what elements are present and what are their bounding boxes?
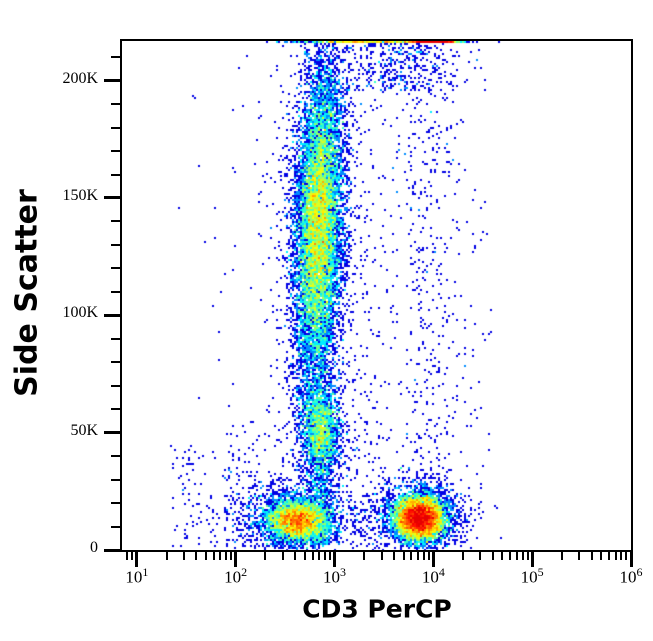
x-minor-tick xyxy=(328,552,331,560)
y-minor-tick xyxy=(111,455,120,458)
x-minor-tick xyxy=(625,552,628,560)
x-minor-tick xyxy=(303,552,306,560)
x-tick-label: 104 xyxy=(421,565,445,587)
x-minor-tick xyxy=(578,552,581,560)
x-minor-tick xyxy=(560,552,563,560)
x-minor-tick xyxy=(515,552,518,560)
y-minor-tick xyxy=(111,337,120,340)
x-minor-tick xyxy=(204,552,207,560)
y-minor-tick xyxy=(111,267,120,270)
x-minor-tick xyxy=(281,552,284,560)
x-minor-tick xyxy=(410,552,413,560)
y-tick-label: 150K xyxy=(62,186,98,204)
x-minor-tick xyxy=(462,552,465,560)
x-minor-tick xyxy=(600,552,603,560)
y-minor-tick xyxy=(111,361,120,364)
x-minor-tick xyxy=(380,552,383,560)
x-minor-tick xyxy=(491,552,494,560)
x-minor-tick xyxy=(509,552,512,560)
x-minor-tick xyxy=(479,552,482,560)
y-minor-tick xyxy=(111,126,120,129)
x-minor-tick xyxy=(501,552,504,560)
y-minor-tick xyxy=(111,150,120,153)
x-major-tick xyxy=(431,552,435,567)
x-tick-label: 101 xyxy=(125,565,149,587)
y-minor-tick xyxy=(111,173,120,176)
x-major-tick xyxy=(332,552,336,567)
y-minor-tick xyxy=(111,384,120,387)
plot-area xyxy=(120,39,633,552)
y-tick-label: 50K xyxy=(70,421,98,439)
x-minor-tick xyxy=(427,552,430,560)
x-axis-title: CD3 PerCP xyxy=(302,594,452,624)
x-minor-tick xyxy=(392,552,395,560)
x-minor-tick xyxy=(526,552,529,560)
y-minor-tick xyxy=(111,478,120,481)
x-minor-tick xyxy=(126,552,129,560)
x-minor-tick xyxy=(195,552,198,560)
x-minor-tick xyxy=(614,552,617,560)
x-minor-tick xyxy=(225,552,228,560)
density-scatter-canvas xyxy=(122,41,631,550)
x-minor-tick xyxy=(294,552,297,560)
x-minor-tick xyxy=(417,552,420,560)
y-minor-tick xyxy=(111,502,120,505)
x-minor-tick xyxy=(212,552,215,560)
x-minor-tick xyxy=(182,552,185,560)
y-major-tick xyxy=(104,196,120,200)
y-axis-title: Side Scatter xyxy=(9,189,45,397)
x-minor-tick xyxy=(620,552,623,560)
y-tick-label: 0 xyxy=(90,539,98,556)
x-minor-tick xyxy=(521,552,524,560)
x-minor-tick xyxy=(165,552,168,560)
x-major-tick xyxy=(629,552,633,567)
x-minor-tick xyxy=(608,552,611,560)
y-minor-tick xyxy=(111,525,120,528)
y-minor-tick xyxy=(111,408,120,411)
y-major-tick xyxy=(104,79,120,83)
y-minor-tick xyxy=(111,103,120,106)
y-tick-label: 100K xyxy=(62,304,98,322)
y-tick-label: 200K xyxy=(62,69,98,87)
x-minor-tick xyxy=(131,552,134,560)
x-minor-tick xyxy=(422,552,425,560)
x-tick-label: 103 xyxy=(322,565,346,587)
y-minor-tick xyxy=(111,290,120,293)
x-minor-tick xyxy=(311,552,314,560)
x-tick-label: 106 xyxy=(619,565,643,587)
x-minor-tick xyxy=(230,552,233,560)
y-major-tick xyxy=(104,431,120,435)
y-major-tick xyxy=(104,313,120,317)
x-tick-label: 102 xyxy=(224,565,248,587)
y-minor-tick xyxy=(111,56,120,59)
x-minor-tick xyxy=(402,552,405,560)
y-minor-tick xyxy=(111,243,120,246)
y-minor-tick xyxy=(111,220,120,223)
x-minor-tick xyxy=(318,552,321,560)
y-major-tick xyxy=(104,548,120,552)
x-minor-tick xyxy=(590,552,593,560)
x-minor-tick xyxy=(219,552,222,560)
x-major-tick xyxy=(234,552,238,567)
x-major-tick xyxy=(530,552,534,567)
x-minor-tick xyxy=(363,552,366,560)
x-major-tick xyxy=(135,552,139,567)
x-minor-tick xyxy=(264,552,267,560)
x-minor-tick xyxy=(323,552,326,560)
x-tick-label: 105 xyxy=(520,565,544,587)
